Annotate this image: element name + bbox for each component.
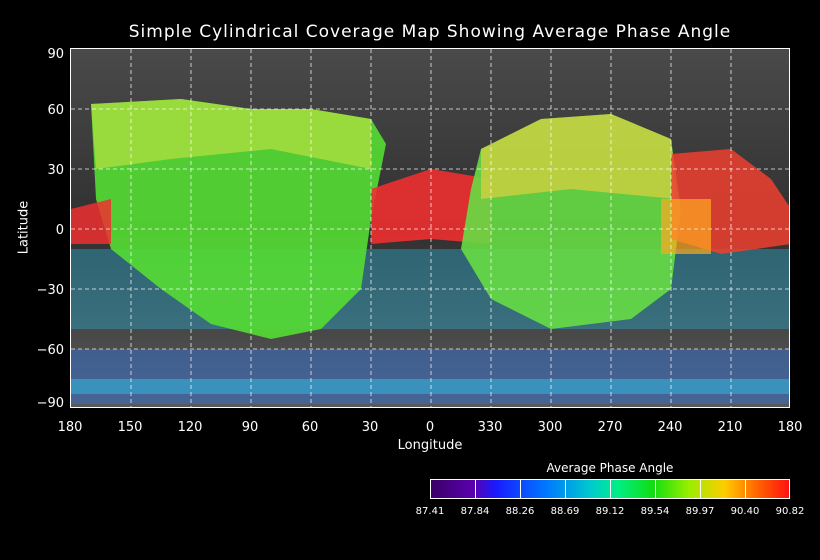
colorbar-divider [745,479,746,499]
coverage-region-orange-east [661,199,711,254]
x-tick: 180 [57,420,83,435]
colorbar-label: 89.12 [595,506,625,517]
colorbar-label: 88.26 [505,506,535,517]
y-tick-30: 30 [47,163,64,178]
x-tick: 240 [657,420,683,435]
x-tick: 0 [425,420,435,435]
colorbar-label: 90.40 [730,506,760,517]
coverage-region-west-top [91,99,371,169]
colorbar-divider [655,479,656,499]
colorbar-label: 87.41 [415,506,445,517]
x-tick: 150 [117,420,143,435]
x-tick: 270 [597,420,623,435]
y-tick-m90: −90 [36,396,64,411]
x-axis-label: Longitude [397,438,463,453]
y-tick-60: 60 [47,103,64,118]
y-tick-m60: −60 [36,343,64,358]
x-tick: 120 [177,420,203,435]
map-svg [71,49,789,407]
colorbar-title: Average Phase Angle [546,461,674,475]
y-tick-m30: −30 [36,283,64,298]
x-tick: 300 [537,420,563,435]
y-tick-0: 0 [55,223,64,238]
colorbar-label: 90.82 [775,506,805,517]
colorbar-divider [565,479,566,499]
x-tick: 180 [777,420,803,435]
x-tick: 60 [301,420,319,435]
colorbar-divider [520,479,521,499]
x-tick: 330 [477,420,503,435]
coverage-region-red-west [71,199,111,244]
y-tick-90: 90 [47,47,64,62]
colorbar-label: 89.54 [640,506,670,517]
x-tick: 90 [241,420,259,435]
colorbar-label: 88.69 [550,506,580,517]
colorbar-label: 87.84 [460,506,490,517]
x-tick: 210 [717,420,743,435]
x-tick: 30 [361,420,379,435]
coverage-region-east-top [481,114,676,199]
colorbar-divider [475,479,476,499]
grid-lines [71,49,789,407]
colorbar-divider [700,479,701,499]
map-title: Simple Cylindrical Coverage Map Showing … [128,22,732,42]
y-axis-label: Latitude [16,200,32,255]
colorbar-divider [610,479,611,499]
colorbar-label: 89.97 [685,506,715,517]
coverage-map [70,48,790,408]
